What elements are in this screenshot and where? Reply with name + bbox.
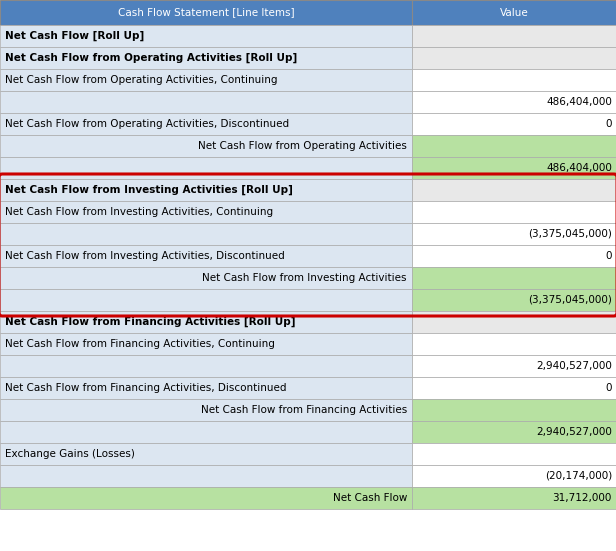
Bar [0,311,412,333]
Bar [0,0,412,25]
Bar [412,311,616,333]
Bar [412,223,616,245]
Text: Net Cash Flow from Financing Activities, Discontinued: Net Cash Flow from Financing Activities,… [5,383,286,393]
Text: Net Cash Flow from Operating Activities, Continuing: Net Cash Flow from Operating Activities,… [5,75,277,85]
Bar [0,179,412,201]
Bar [0,465,412,487]
Text: Exchange Gains (Losses): Exchange Gains (Losses) [5,449,135,459]
Bar [412,201,616,223]
Text: (20,174,000): (20,174,000) [545,471,612,481]
Bar [0,487,412,509]
Bar [412,135,616,157]
Bar [412,399,616,421]
Text: Value: Value [500,8,529,18]
Text: 0: 0 [606,119,612,129]
Bar [412,25,616,47]
Bar [412,0,616,25]
Text: 2,940,527,000: 2,940,527,000 [536,361,612,371]
Bar [412,289,616,311]
Bar [0,113,412,135]
Text: (3,375,045,000): (3,375,045,000) [528,295,612,305]
Bar [412,355,616,377]
Bar [0,25,412,47]
Text: 486,404,000: 486,404,000 [546,163,612,173]
Bar [412,333,616,355]
Bar [412,487,616,509]
Text: Net Cash Flow from Operating Activities [Roll Up]: Net Cash Flow from Operating Activities … [5,53,298,63]
Bar [0,47,412,69]
Text: 31,712,000: 31,712,000 [553,493,612,503]
Bar [0,355,412,377]
Text: (3,375,045,000): (3,375,045,000) [528,229,612,239]
Bar [412,465,616,487]
Bar [412,157,616,179]
Text: Net Cash Flow from Investing Activities [Roll Up]: Net Cash Flow from Investing Activities … [5,185,293,195]
Bar [412,443,616,465]
Text: 2,940,527,000: 2,940,527,000 [536,427,612,437]
Bar [0,201,412,223]
Bar [0,135,412,157]
Text: Net Cash Flow from Investing Activities: Net Cash Flow from Investing Activities [203,273,407,283]
Bar [0,69,412,91]
Text: Cash Flow Statement [Line Items]: Cash Flow Statement [Line Items] [118,8,294,18]
Bar [412,91,616,113]
Text: Net Cash Flow from Financing Activities, Continuing: Net Cash Flow from Financing Activities,… [5,339,275,349]
Bar [412,377,616,399]
Text: Net Cash Flow from Investing Activities, Discontinued: Net Cash Flow from Investing Activities,… [5,251,285,261]
Text: Net Cash Flow: Net Cash Flow [333,493,407,503]
Text: Net Cash Flow from Investing Activities, Continuing: Net Cash Flow from Investing Activities,… [5,207,273,217]
Text: Net Cash Flow [Roll Up]: Net Cash Flow [Roll Up] [5,31,144,41]
Text: Net Cash Flow from Financing Activities: Net Cash Flow from Financing Activities [201,405,407,415]
Bar [0,289,412,311]
Text: 0: 0 [606,251,612,261]
Bar [412,245,616,267]
Bar [0,267,412,289]
Text: Net Cash Flow from Operating Activities: Net Cash Flow from Operating Activities [198,141,407,151]
Bar [0,91,412,113]
Bar [0,377,412,399]
Bar [412,421,616,443]
Bar [412,47,616,69]
Bar [412,113,616,135]
Bar [0,333,412,355]
Bar [0,245,412,267]
Bar [0,399,412,421]
Text: Net Cash Flow from Financing Activities [Roll Up]: Net Cash Flow from Financing Activities … [5,317,296,327]
Text: 0: 0 [606,383,612,393]
Bar [412,179,616,201]
Bar [0,157,412,179]
Bar [0,443,412,465]
Text: Net Cash Flow from Operating Activities, Discontinued: Net Cash Flow from Operating Activities,… [5,119,289,129]
Bar [412,69,616,91]
Bar [0,223,412,245]
Text: 486,404,000: 486,404,000 [546,97,612,107]
Bar [412,267,616,289]
Bar [0,421,412,443]
